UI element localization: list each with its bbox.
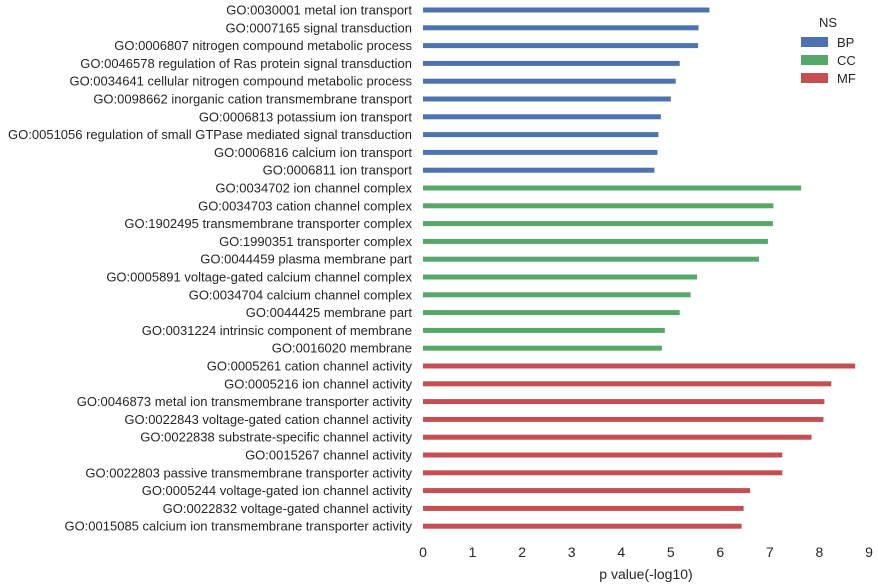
bar-mf — [423, 523, 742, 529]
bar-mf — [423, 363, 856, 369]
category-label: GO:0044459 plasma membrane part — [200, 252, 412, 267]
x-tick-label: 4 — [617, 544, 625, 560]
bar-cc — [423, 185, 802, 191]
bars — [423, 7, 856, 529]
category-label: GO:0034703 cation channel complex — [198, 198, 412, 213]
x-axis-label: p value(-log10) — [599, 566, 692, 582]
bar-mf — [423, 416, 824, 422]
category-label: GO:0046578 regulation of Ras protein sig… — [80, 56, 412, 71]
category-label: GO:0022843 voltage-gated cation channel … — [124, 412, 412, 427]
legend-swatch-cc — [801, 55, 828, 65]
x-tick-label: 0 — [419, 544, 427, 560]
category-label: GO:0006811 ion transport — [263, 163, 413, 178]
category-label: GO:0022832 voltage-gated channel activit… — [163, 501, 413, 516]
category-label: GO:0034702 ion channel complex — [215, 181, 412, 196]
bar-mf — [423, 488, 751, 494]
category-label: GO:0005216 ion channel activity — [224, 376, 412, 391]
bar-mf — [423, 399, 825, 405]
legend-swatch-bp — [801, 37, 828, 47]
x-tick-label: 1 — [469, 544, 477, 560]
legend-label: MF — [837, 71, 856, 86]
bar-cc — [423, 327, 665, 333]
x-tick-label: 2 — [518, 544, 526, 560]
bar-bp — [423, 60, 680, 66]
bar-cc — [423, 274, 698, 280]
category-label: GO:0030001 metal ion transport — [226, 3, 412, 18]
category-label: GO:0034704 calcium channel complex — [189, 287, 413, 302]
bar-cc — [423, 345, 662, 351]
bar-cc — [423, 256, 759, 262]
bar-cc — [423, 221, 773, 227]
category-label: GO:0016020 membrane — [272, 341, 412, 356]
category-label: GO:0006807 nitrogen compound metabolic p… — [114, 38, 412, 53]
bar-bp — [423, 96, 671, 102]
category-label: GO:0044425 membrane part — [246, 305, 413, 320]
category-label: GO:0031224 intrinsic component of membra… — [142, 323, 412, 338]
bar-bp — [423, 114, 661, 120]
x-tick-label: 3 — [568, 544, 576, 560]
bar-mf — [423, 470, 783, 476]
bar-cc — [423, 292, 691, 298]
bar-bp — [423, 167, 655, 173]
x-tick-label: 5 — [667, 544, 675, 560]
category-label: GO:0022838 substrate-specific channel ac… — [140, 430, 412, 445]
bar-bp — [423, 43, 699, 49]
category-label: GO:0051056 regulation of small GTPase me… — [8, 127, 412, 142]
category-label: GO:0046873 metal ion transmembrane trans… — [77, 394, 413, 409]
x-tick-label: 8 — [816, 544, 824, 560]
category-label: GO:0006816 calcium ion transport — [214, 145, 412, 160]
category-label: GO:1990351 transporter complex — [219, 234, 412, 249]
category-label: GO:0015267 channel activity — [245, 448, 412, 463]
category-label: GO:0006813 potassium ion transport — [199, 109, 413, 124]
bar-bp — [423, 149, 658, 155]
bar-cc — [423, 238, 768, 244]
category-label: GO:0005244 voltage-gated ion channel act… — [142, 483, 413, 498]
bar-bp — [423, 132, 659, 138]
category-label: GO:0005891 voltage-gated calcium channel… — [106, 270, 412, 285]
category-label: GO:0007165 signal transduction — [226, 20, 412, 35]
legend-swatch-mf — [801, 73, 828, 83]
x-tick-label: 9 — [865, 544, 873, 560]
category-label: GO:0022803 passive transmembrane transpo… — [85, 465, 412, 480]
x-axis: p value(-log10) 0 1 2 3 4 5 6 7 8 9 — [419, 544, 873, 582]
bar-mf — [423, 505, 744, 511]
x-tick-label: 6 — [716, 544, 724, 560]
bar-cc — [423, 310, 680, 316]
bar-bp — [423, 78, 676, 84]
bar-mf — [423, 434, 812, 440]
bar-bp — [423, 25, 699, 31]
legend-label: BP — [837, 35, 854, 50]
category-label: GO:0005261 cation channel activity — [207, 359, 413, 374]
bar-cc — [423, 203, 774, 209]
category-label: GO:1902495 transmembrane transporter com… — [124, 216, 412, 231]
legend: NS BP CC MF — [801, 15, 856, 86]
x-tick-label: 7 — [766, 544, 774, 560]
category-labels: GO:0030001 metal ion transport GO:0007165… — [8, 3, 412, 534]
bar-mf — [423, 381, 832, 387]
category-label: GO:0034641 cellular nitrogen compound me… — [69, 74, 412, 89]
category-label: GO:0015085 calcium ion transmembrane tra… — [64, 519, 412, 534]
category-label: GO:0098662 inorganic cation transmembran… — [93, 92, 412, 107]
legend-label: CC — [837, 53, 856, 68]
legend-title: NS — [819, 15, 837, 30]
bar-mf — [423, 452, 783, 458]
bar-bp — [423, 7, 710, 13]
